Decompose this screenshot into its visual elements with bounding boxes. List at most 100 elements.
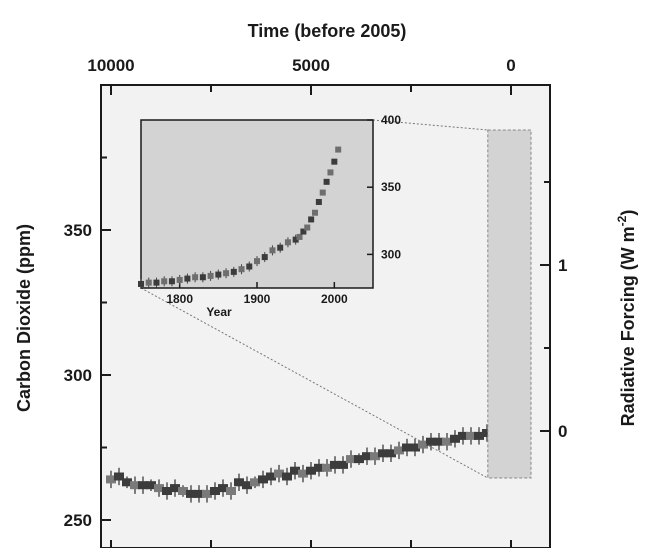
inset-data-point xyxy=(323,178,330,185)
data-point xyxy=(114,472,124,481)
data-point xyxy=(482,429,492,437)
inset-data-point xyxy=(230,268,237,275)
data-point xyxy=(306,466,316,475)
inset-data-point xyxy=(223,270,230,277)
data-point xyxy=(378,449,388,458)
data-point xyxy=(410,443,420,452)
data-point xyxy=(154,484,164,493)
left-axis-title: Carbon Dioxide (ppm) xyxy=(14,224,34,412)
inset-data-point xyxy=(308,216,315,223)
data-point xyxy=(370,452,380,461)
inset-data-point xyxy=(192,274,199,281)
inset-data-point xyxy=(153,279,160,286)
inset-connector-line xyxy=(140,287,489,479)
data-point xyxy=(274,469,284,478)
data-point xyxy=(226,487,236,495)
inset-connector-line xyxy=(372,119,488,131)
data-point xyxy=(442,437,452,446)
inset-data-point xyxy=(261,254,268,261)
zoom-region-box xyxy=(487,129,532,479)
inset-data-point xyxy=(269,247,276,254)
data-point xyxy=(458,431,468,440)
inset-data-point xyxy=(238,266,245,273)
inset-y-tick-label: 350 xyxy=(381,180,401,194)
inset-data-point xyxy=(304,224,311,231)
inset-data-point xyxy=(246,263,253,270)
data-point xyxy=(282,472,292,481)
inset-data-point xyxy=(138,280,144,287)
inset-data-point xyxy=(176,276,183,283)
data-point xyxy=(122,478,132,487)
data-point xyxy=(346,455,356,464)
data-point xyxy=(106,475,116,484)
inset-data-point xyxy=(331,158,338,165)
inset-data-point xyxy=(207,272,214,279)
data-point xyxy=(218,484,228,493)
data-point xyxy=(202,489,212,498)
data-point xyxy=(242,481,252,490)
right-axis-tick-label: 1 xyxy=(558,256,567,275)
data-point xyxy=(402,443,412,452)
data-point xyxy=(234,478,244,487)
inset-data-point xyxy=(168,278,175,285)
inset-data-point xyxy=(184,275,191,282)
inset-data-point xyxy=(277,244,284,251)
left-axis-tick-label: 350 xyxy=(64,221,92,240)
inset-data-point xyxy=(284,239,291,246)
left-axis-tick-label: 250 xyxy=(64,511,92,530)
data-point xyxy=(362,452,372,461)
data-point xyxy=(330,460,340,469)
data-point xyxy=(298,469,308,478)
zoom-region xyxy=(140,119,532,479)
inset-data-point xyxy=(312,209,318,216)
data-point xyxy=(338,460,348,469)
inset-data-point xyxy=(315,198,322,205)
inset-data-point xyxy=(327,169,334,176)
inset-data-point xyxy=(145,279,152,286)
data-point xyxy=(138,481,148,490)
data-point xyxy=(130,481,140,490)
inset-data-point xyxy=(215,271,222,278)
top-axis-tick-label: 5000 xyxy=(292,56,330,75)
inset-data-point xyxy=(319,189,326,196)
data-point xyxy=(434,437,444,446)
data-point xyxy=(450,434,460,443)
top-axis-tick-label: 10000 xyxy=(87,56,134,75)
data-point xyxy=(386,449,396,458)
data-point xyxy=(418,440,428,449)
data-point xyxy=(314,463,324,472)
data-point xyxy=(266,472,276,481)
inset-x-axis-title: Year xyxy=(206,305,232,319)
top-axis-title: Time (before 2005) xyxy=(248,21,407,41)
inset-chart: 1800 1900 2000 300 350 400 Year xyxy=(138,113,401,319)
right-axis-tick-label: 0 xyxy=(558,422,567,441)
inset-y-tick-label: 300 xyxy=(381,247,401,261)
axes: 10000 5000 0 250 300 350 0 1 xyxy=(64,56,567,548)
data-point xyxy=(162,487,172,495)
inset-y-tick-label: 400 xyxy=(381,113,401,127)
data-point xyxy=(290,466,300,475)
data-point xyxy=(258,475,268,484)
left-axis-tick-label: 300 xyxy=(64,366,92,385)
data-point xyxy=(146,481,156,490)
inset-data-point xyxy=(161,278,168,285)
data-point xyxy=(194,489,204,498)
data-point xyxy=(354,455,364,464)
data-point xyxy=(210,487,220,495)
inset-data-point xyxy=(296,233,303,240)
data-point xyxy=(170,484,180,493)
data-point xyxy=(426,437,436,446)
inset-x-tick-label: 1800 xyxy=(166,292,193,306)
data-point xyxy=(394,446,404,455)
inset-data-point xyxy=(335,146,342,153)
data-point xyxy=(186,489,196,498)
inset-x-tick-label: 1900 xyxy=(244,292,271,306)
data-point xyxy=(322,463,332,472)
inset-data-point xyxy=(199,274,206,281)
inset-data-point xyxy=(300,228,307,235)
data-point xyxy=(474,431,484,440)
inset-data-point xyxy=(254,258,260,265)
right-axis-title: Radiative Forcing (W m-2) xyxy=(615,210,638,427)
inset-x-tick-label: 2000 xyxy=(321,292,348,306)
